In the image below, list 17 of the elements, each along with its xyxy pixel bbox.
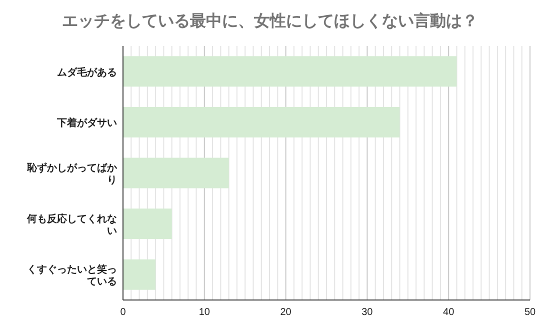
x-tick-label: 10 <box>198 307 210 318</box>
bar <box>123 106 400 138</box>
y-tick-label: ムダ毛がある <box>57 66 117 78</box>
y-tick-label: 下着がダサい <box>56 117 117 130</box>
y-tick-label: 何も反応してくれない <box>26 212 117 237</box>
y-tick-label: くすぐったいと笑っている <box>27 264 117 288</box>
x-tick-label: 30 <box>362 307 374 318</box>
y-tick-label: 恥ずかしがってばかり <box>26 162 118 186</box>
bar <box>123 208 172 240</box>
chart-title: エッチをしている最中に、女性にしてほしくない言動は？ <box>62 11 478 30</box>
x-tick-label: 40 <box>443 307 455 318</box>
x-tick-label: 20 <box>280 307 292 318</box>
bar <box>123 259 156 290</box>
x-tick-label: 0 <box>120 307 126 318</box>
bar <box>123 56 457 87</box>
x-tick-label: 50 <box>524 307 536 318</box>
bar <box>123 158 229 188</box>
